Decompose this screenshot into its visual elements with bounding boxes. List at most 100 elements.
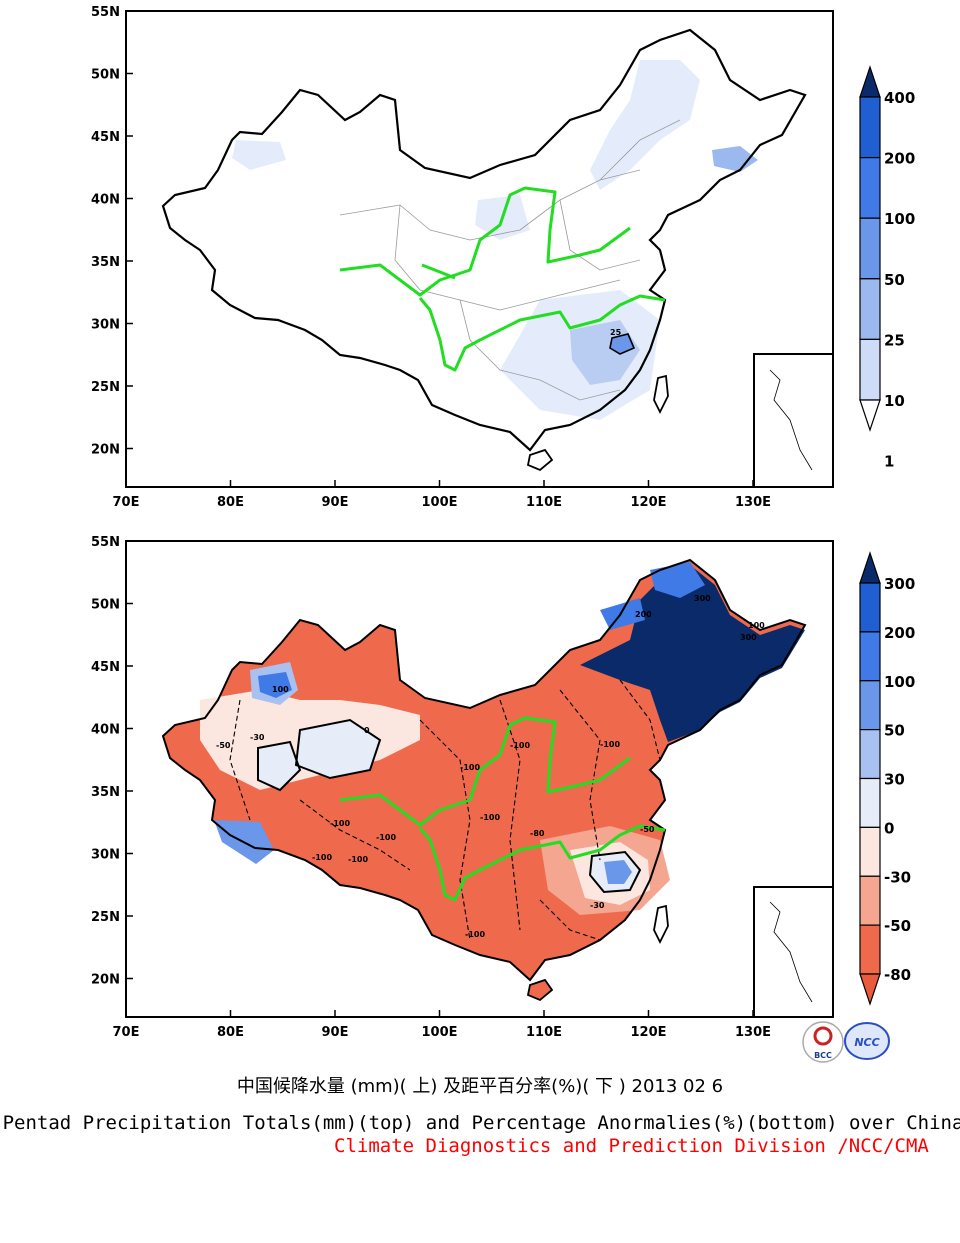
lon-tick-label: 70E [113,1025,140,1040]
colorbar-label: 200 [884,150,915,168]
colorbar-label: 30 [884,771,905,789]
lat-tick-label: 35N [91,255,120,270]
colorbar-max-arrow [859,65,881,98]
lon-tick-label: 120E [630,1025,666,1040]
lon-tick-label: 100E [421,495,457,510]
bottom-lon-axis: 70E 80E 90E 100E 110E 120E 130E [113,1010,771,1040]
contour-label: 100 [272,685,289,694]
lon-tick-label: 80E [217,1025,244,1040]
lat-tick-label: 30N [91,848,120,863]
contour-label: -100 [330,819,350,828]
china-border-bottom [161,558,807,982]
bottom-map-frame [125,540,834,1018]
colorbar-segment [859,217,881,280]
contour-label: -100 [480,813,500,822]
lat-tick-label: 30N [91,318,120,333]
lon-tick-label: 90E [322,1025,349,1040]
colorbar-label: 0 [884,819,894,837]
colorbar-label: -30 [884,868,911,886]
contour-label: -100 [348,855,368,864]
rivers-bottom [339,716,666,902]
china-border-top [161,28,807,452]
top-lat-axis: 55N 50N 45N 40N 35N 30N 25N 20N [91,5,133,458]
colorbar-segment [859,96,881,159]
lat-tick-label: 40N [91,723,120,738]
lat-tick-label: 55N [91,5,120,20]
contour-label: 300 [694,594,711,603]
lat-tick-label: 45N [91,130,120,145]
english-title: Pentad Precipitation Totals(mm)(top) and… [2,1112,960,1134]
contour-label: -30 [590,901,605,910]
colorbar-label: 100 [884,210,915,228]
lat-tick-label: 20N [91,973,120,988]
lon-tick-label: 110E [526,495,562,510]
colorbar-segment [859,826,881,877]
contour-label: -30 [250,733,265,742]
contour-label: -100 [600,740,620,749]
lat-tick-label: 25N [91,910,120,925]
contour-label: -100 [376,833,396,842]
lon-tick-label: 130E [735,1025,771,1040]
top-precip-shading [232,60,758,420]
colorbar-segment [859,338,881,401]
colorbar-label: 10 [884,392,905,410]
colorbar-label: 300 [884,575,915,593]
bottom-anomaly-map: -100 -100 -100 -100 -100 -80 -50 -30 0 100 300 300 2… [91,535,834,1040]
lon-tick-label: 100E [421,1025,457,1040]
lon-tick-label: 80E [217,495,244,510]
contour-label: -50 [216,741,231,750]
colorbar-label: -80 [884,966,911,984]
lon-tick-label: 90E [322,495,349,510]
lon-tick-label: 130E [735,495,771,510]
colorbar-segment [859,582,881,633]
lat-tick-label: 50N [91,68,120,83]
colorbar-segment [859,777,881,828]
bottom-lat-axis: 55N 50N 45N 40N 35N 30N 25N 20N [91,535,133,988]
bottom-contour-labels: -100 -100 -100 -100 -100 -80 -50 -30 0 100 300 300 2… [216,594,765,939]
colorbar-segment [859,680,881,731]
colorbar-label: 400 [884,89,915,107]
colorbar-segment [859,729,881,780]
contour-label: -100 [465,930,485,939]
colorbar-label: 50 [884,722,905,740]
top-colorbar: 400 200 100 50 25 10 1 [859,65,915,471]
lat-tick-label: 45N [91,660,120,675]
colorbar-label: 25 [884,331,905,349]
top-contour-label: 25 [610,328,622,337]
colorbar-min-arrow [859,973,881,1006]
lat-tick-label: 20N [91,443,120,458]
ncc-logo: NCC [844,1022,890,1060]
lat-tick-label: 25N [91,380,120,395]
colorbar-label: 200 [884,624,915,642]
contour-label: 200 [635,610,652,619]
colorbar-label: 1 [884,453,894,471]
contour-label: -100 [312,853,332,862]
lon-tick-label: 120E [630,495,666,510]
colorbar-segment [859,278,881,340]
credit-line: Climate Diagnostics and Prediction Divis… [334,1135,929,1157]
anomaly-contours [229,679,661,941]
colorbar-min-arrow [859,399,881,432]
lon-tick-label: 70E [113,495,140,510]
svg-text:NCC: NCC [854,1036,879,1049]
svg-text:BCC: BCC [814,1051,832,1060]
lon-tick-label: 110E [526,1025,562,1040]
top-precipitation-map: 25 55N 50N 45N 40N 35N 30N 25N 20N 70E 80E 90E 100… [91,5,834,510]
contour-label: 300 [740,633,757,642]
colorbar-label: -50 [884,917,911,935]
contour-label: -100 [510,741,530,750]
top-lon-axis: 70E 80E 90E 100E 110E 120E 130E [113,480,771,510]
contour-label: -80 [530,829,545,838]
top-map-frame [125,10,834,488]
chinese-title: 中国候降水量 (mm)( 上) 及距平百分率(%)( 下 ) 2013 02 6 [236,1076,724,1097]
contour-label: 0 [364,726,370,735]
contour-label: 100 [748,621,765,630]
lat-tick-label: 55N [91,535,120,550]
lat-tick-label: 50N [91,598,120,613]
colorbar-label: 100 [884,673,915,691]
colorbar-segment [859,631,881,682]
contour-label: -50 [640,825,655,834]
lat-tick-label: 35N [91,785,120,800]
